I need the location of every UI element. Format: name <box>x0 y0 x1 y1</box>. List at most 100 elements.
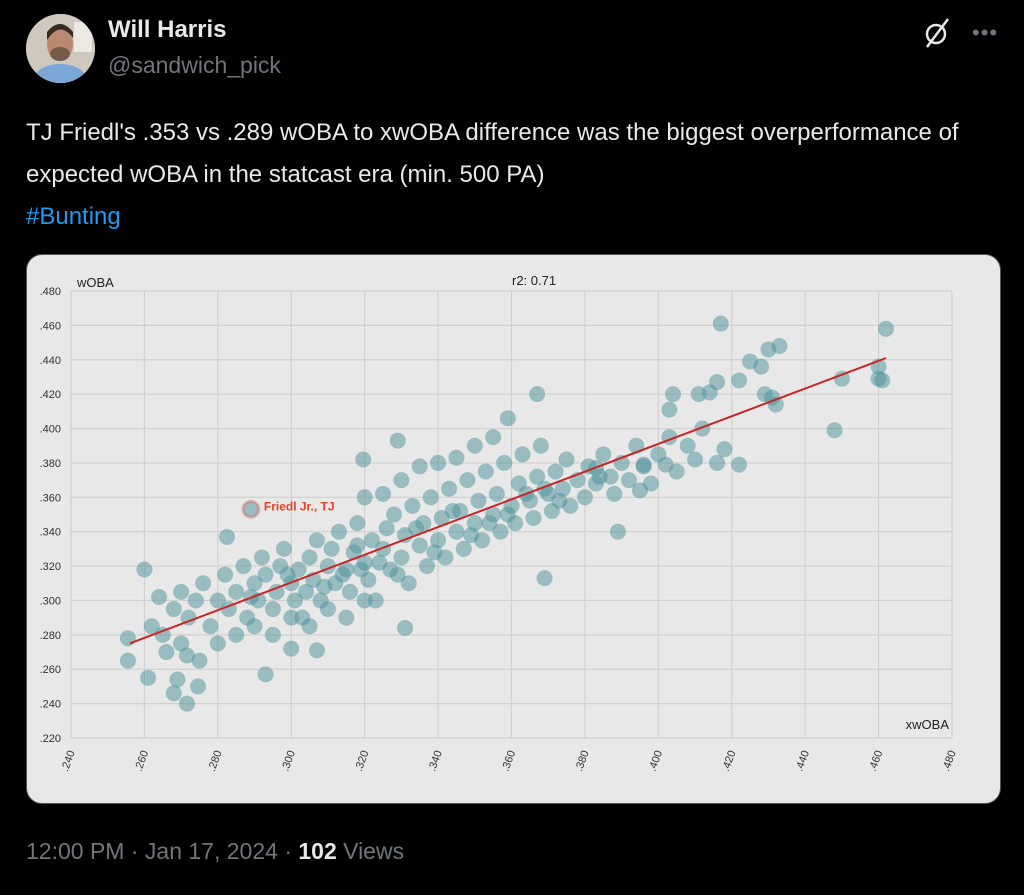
separator: · <box>130 838 139 864</box>
data-point <box>190 678 207 695</box>
data-point <box>477 463 494 480</box>
views-label: Views <box>343 838 405 864</box>
tweet-date[interactable]: Jan 17, 2024 <box>144 838 278 864</box>
data-point <box>404 497 421 514</box>
y-tick-label: .340 <box>40 527 61 539</box>
data-point <box>264 626 281 643</box>
trendline <box>129 357 887 645</box>
x-tick-label: .280 <box>206 749 225 773</box>
data-point <box>430 454 447 471</box>
author-handle[interactable]: @sandwich_pick <box>108 52 281 78</box>
data-point <box>679 437 696 454</box>
x-tick-label: .460 <box>867 749 886 773</box>
data-point <box>488 485 505 502</box>
tweet-time[interactable]: 12:00 PM <box>26 838 125 864</box>
data-point <box>375 485 392 502</box>
data-point <box>635 458 652 475</box>
data-point <box>228 626 245 643</box>
highlight-label: Friedl Jr., TJ <box>264 499 335 513</box>
data-point <box>426 544 443 561</box>
data-point <box>499 506 516 523</box>
separator: · <box>284 838 292 864</box>
data-point <box>580 458 597 475</box>
data-point <box>665 386 682 403</box>
data-point <box>650 446 667 463</box>
data-point <box>364 532 381 549</box>
data-point <box>496 454 513 471</box>
data-point <box>558 451 575 468</box>
data-point <box>334 566 351 583</box>
x-tick-label: .320 <box>353 749 372 773</box>
x-axis-label: xwOBA <box>906 717 950 732</box>
data-point <box>151 589 168 606</box>
tweet-body: TJ Friedl's .353 vs .289 wOBA to xwOBA d… <box>26 119 959 188</box>
data-point <box>119 652 136 669</box>
avatar[interactable] <box>26 14 95 83</box>
data-point <box>463 527 480 544</box>
more-dots-icon[interactable]: ••• <box>972 20 999 45</box>
data-point <box>642 475 659 492</box>
data-point <box>257 666 274 683</box>
data-point <box>687 451 704 468</box>
data-point <box>551 492 568 509</box>
data-point <box>389 432 406 449</box>
x-tick-label: .480 <box>940 749 959 773</box>
data-point <box>525 509 542 526</box>
data-point <box>547 463 564 480</box>
data-point <box>173 583 190 600</box>
x-tick-label: .360 <box>500 749 519 773</box>
data-point <box>731 456 748 473</box>
data-point <box>694 420 711 437</box>
data-point <box>771 338 788 355</box>
data-point <box>219 528 236 545</box>
data-point <box>371 554 388 571</box>
data-point <box>119 630 136 647</box>
data-point <box>349 515 366 532</box>
x-tick-label: .380 <box>573 749 592 773</box>
data-point <box>709 454 726 471</box>
data-point <box>283 609 300 626</box>
data-point <box>308 642 325 659</box>
data-point <box>378 520 395 537</box>
data-point <box>228 583 245 600</box>
x-tick-label: .240 <box>59 749 78 773</box>
tweet-text: TJ Friedl's .353 vs .289 wOBA to xwOBA d… <box>26 112 986 238</box>
author-name[interactable]: Will Harris <box>108 16 227 43</box>
data-point <box>253 549 270 566</box>
y-tick-label: .440 <box>40 355 61 367</box>
data-point <box>246 618 263 635</box>
data-point <box>877 320 894 337</box>
chart-image[interactable]: .240 .260 .280 .300 .320 .340 .360 .380 .400 .420… <box>26 254 1001 804</box>
data-point <box>466 515 483 532</box>
data-point <box>209 592 226 609</box>
data-point <box>606 485 623 502</box>
data-point <box>308 532 325 549</box>
data-point <box>301 549 318 566</box>
data-point <box>716 441 733 458</box>
data-point <box>444 503 461 520</box>
data-point <box>430 532 447 549</box>
grok-slash-circle-icon[interactable] <box>922 16 952 50</box>
x-tick-label: .340 <box>426 749 445 773</box>
data-point <box>279 566 296 583</box>
data-point <box>235 558 252 575</box>
data-point <box>165 685 182 702</box>
chart-title: r2: 0.71 <box>512 273 556 288</box>
data-point <box>826 422 843 439</box>
y-tick-label: .400 <box>40 424 61 436</box>
y-tick-label: .320 <box>40 561 61 573</box>
data-point <box>140 669 157 686</box>
data-point <box>595 446 612 463</box>
y-axis-label: wOBA <box>76 275 114 290</box>
views-count: 102 <box>298 838 337 864</box>
data-point <box>459 472 476 489</box>
data-point <box>753 358 770 375</box>
data-point <box>209 635 226 652</box>
hashtag-link[interactable]: #Bunting <box>26 203 121 230</box>
data-point <box>576 489 593 506</box>
data-point <box>422 489 439 506</box>
x-tick-label: .420 <box>720 749 739 773</box>
data-point <box>448 523 465 540</box>
data-point <box>620 472 637 489</box>
y-tick-label: .460 <box>40 320 61 332</box>
